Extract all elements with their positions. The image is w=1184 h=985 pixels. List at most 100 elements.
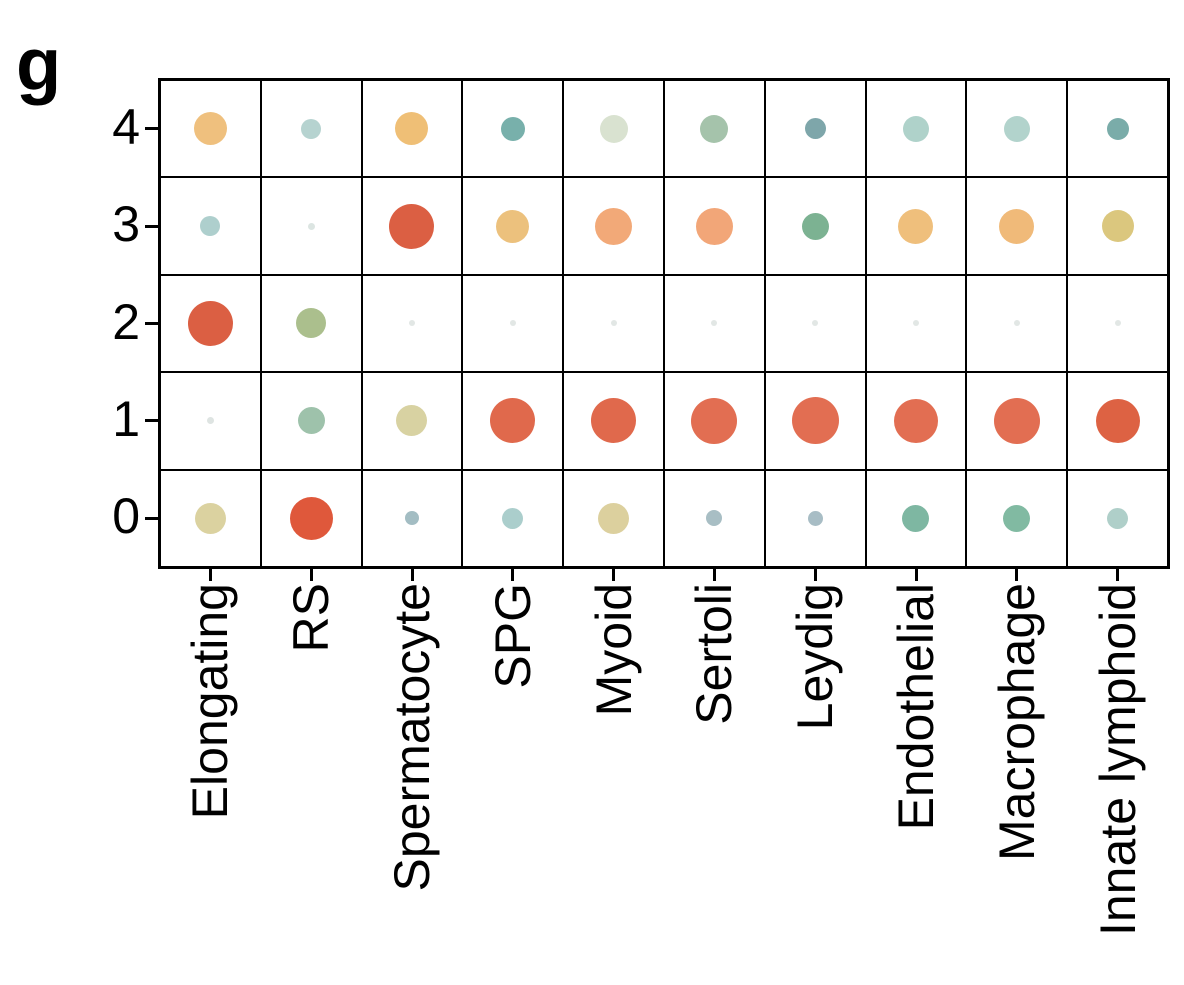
y-tick-mark [145, 322, 159, 325]
grid-cell [1067, 80, 1168, 178]
data-dot [599, 114, 628, 143]
grid-cell [260, 372, 362, 470]
data-dot [700, 114, 729, 143]
data-dot [194, 502, 226, 534]
grid-cell [361, 469, 463, 567]
grid-cell [865, 274, 967, 373]
x-tick-label: SPG [484, 583, 541, 689]
grid-cell [865, 372, 967, 470]
data-dot [1114, 320, 1121, 327]
data-dot [1003, 115, 1030, 142]
grid-cell [764, 80, 866, 178]
data-dot [610, 320, 617, 327]
grid-cell [160, 177, 261, 275]
data-dot [307, 222, 315, 230]
data-dot [206, 417, 214, 425]
data-dot [902, 115, 929, 142]
grid-cell [966, 372, 1068, 470]
data-dot [1095, 398, 1140, 443]
grid-cell [462, 469, 564, 567]
x-tick-label: Elongating [182, 583, 239, 820]
grid-cell [462, 80, 564, 178]
grid-cell [966, 274, 1068, 373]
data-dot [193, 112, 227, 146]
grid-cell [563, 469, 664, 567]
x-tick-label: RS [283, 583, 340, 653]
panel-label: g [16, 23, 62, 106]
x-tick-label: Leydig [787, 583, 844, 731]
data-dot [993, 397, 1040, 444]
grid-cell [563, 177, 664, 275]
grid-cell [664, 274, 765, 373]
data-dot [502, 507, 524, 529]
data-dot [187, 300, 233, 346]
x-tick-mark [511, 569, 515, 581]
data-dot [389, 203, 435, 249]
grid-cell [361, 177, 463, 275]
grid-cell [966, 177, 1068, 275]
x-tick-mark [612, 569, 616, 581]
grid-cell [260, 469, 362, 567]
data-dot [1106, 117, 1129, 140]
grid-cell [966, 469, 1068, 567]
y-tick-label: 4 [112, 98, 140, 155]
x-tick-label: Macrophage [988, 583, 1045, 861]
grid-cell [664, 469, 765, 567]
grid-cell [1067, 177, 1168, 275]
grid-cell [1067, 469, 1168, 567]
grid-cell [563, 80, 664, 178]
data-dot [706, 510, 723, 527]
x-tick-mark [1015, 569, 1019, 581]
data-dot [595, 207, 633, 245]
grid-cell [160, 274, 261, 373]
grid-cell [664, 80, 765, 178]
data-dot [408, 320, 415, 327]
grid-cell [865, 80, 967, 178]
grid-cell [764, 372, 866, 470]
grid-cell [361, 80, 463, 178]
grid-cell [865, 469, 967, 567]
y-tick-label: 0 [112, 488, 140, 545]
grid-cell [764, 274, 866, 373]
data-dot [296, 308, 327, 339]
grid-cell [462, 372, 564, 470]
data-dot [200, 216, 221, 237]
grid-cell [462, 274, 564, 373]
grid-cell [966, 80, 1068, 178]
data-dot [289, 496, 333, 540]
grid-cell [462, 177, 564, 275]
grid-cell [764, 469, 866, 567]
data-dot [1101, 210, 1134, 243]
data-dot [404, 511, 419, 526]
data-dot [804, 118, 826, 140]
x-tick-mark [914, 569, 918, 581]
data-dot [301, 118, 322, 139]
x-tick-mark [309, 569, 313, 581]
data-dot [711, 320, 718, 327]
data-dot [395, 112, 429, 146]
grid-cell [260, 177, 362, 275]
x-tick-mark [208, 569, 212, 581]
grid-cell [361, 372, 463, 470]
data-dot [695, 207, 733, 245]
x-tick-mark [1116, 569, 1120, 581]
data-dot [902, 504, 930, 532]
x-tick-label: Innate lymphoid [1089, 583, 1146, 937]
grid-cell [865, 177, 967, 275]
data-dot [807, 510, 823, 526]
x-tick-mark [712, 569, 716, 581]
data-dot [898, 208, 934, 244]
data-dot [509, 320, 516, 327]
grid-cell [160, 372, 261, 470]
y-tick-label: 2 [112, 293, 140, 350]
grid-cell [160, 80, 261, 178]
data-dot [801, 212, 829, 240]
y-tick-label: 1 [112, 390, 140, 447]
grid-cell [563, 372, 664, 470]
y-tick-mark [145, 516, 159, 520]
data-dot [496, 209, 530, 243]
data-dot [893, 398, 938, 443]
data-dot [500, 116, 525, 141]
data-dot [812, 320, 819, 327]
data-dot [912, 320, 919, 327]
